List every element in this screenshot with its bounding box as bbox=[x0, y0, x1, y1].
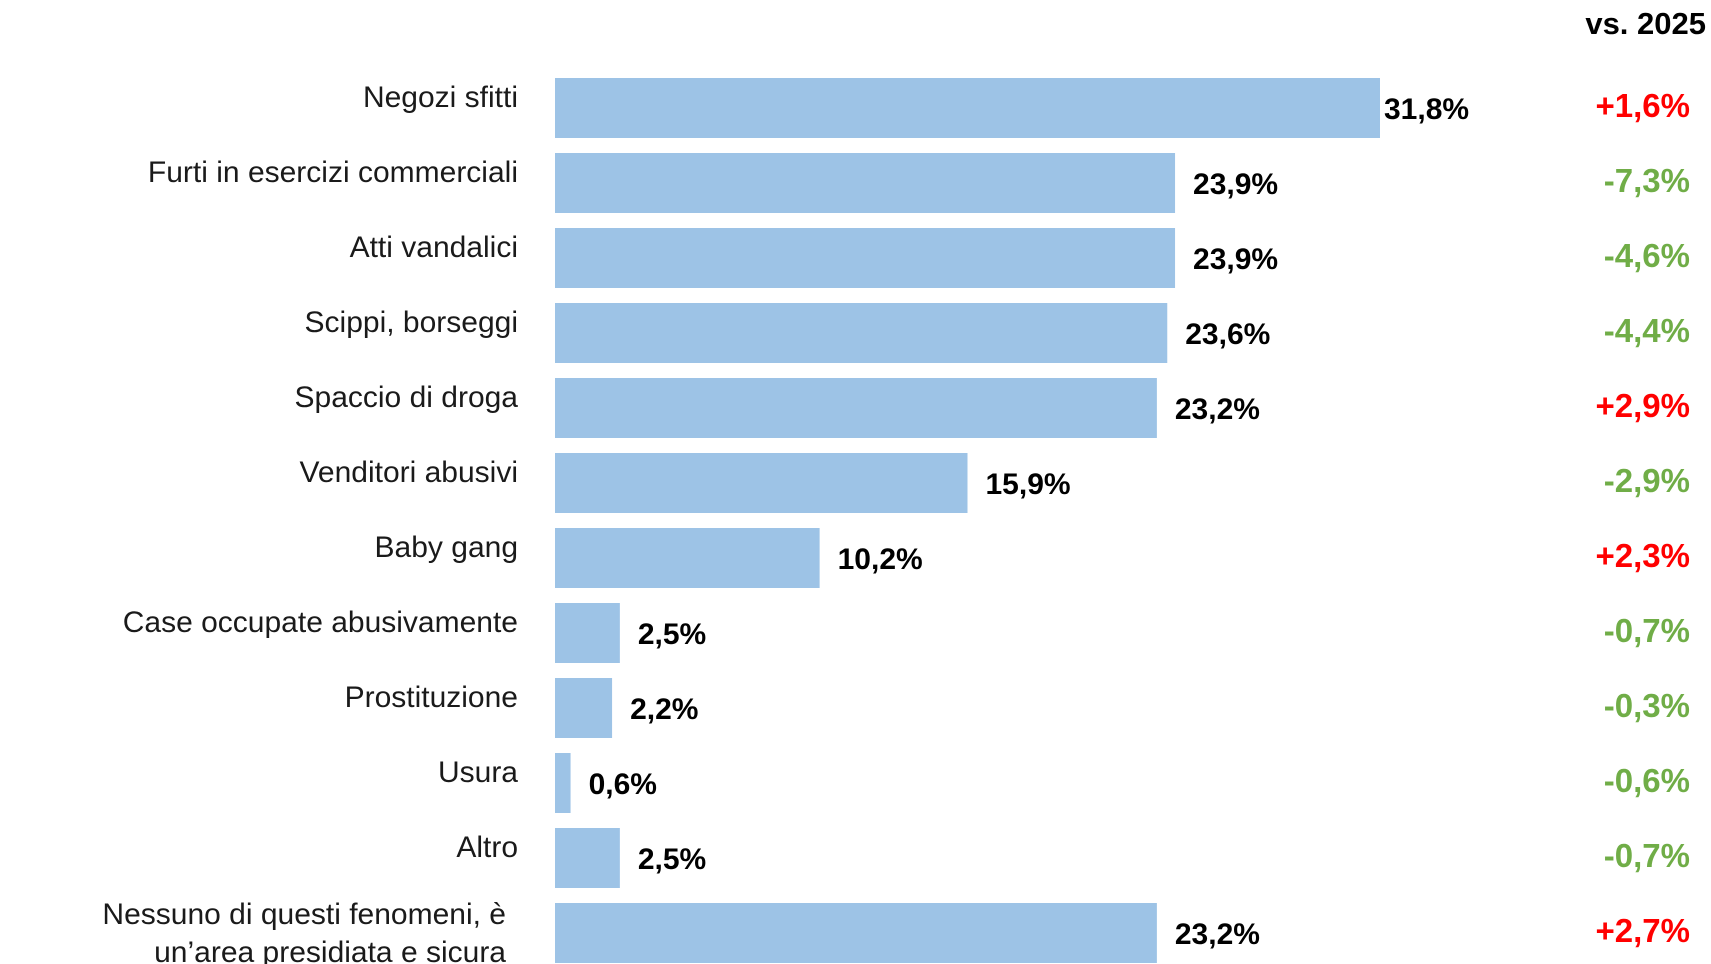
bar bbox=[555, 753, 571, 813]
value-label: 23,6% bbox=[1185, 318, 1270, 351]
change-label: -0,7% bbox=[1604, 612, 1690, 649]
value-label: 15,9% bbox=[986, 468, 1071, 501]
change-label: -0,6% bbox=[1604, 762, 1690, 799]
value-label: 23,9% bbox=[1193, 243, 1278, 276]
value-label: 2,5% bbox=[638, 618, 706, 651]
bar bbox=[555, 378, 1157, 438]
bar bbox=[555, 828, 620, 888]
category-label: Nessuno di questi fenomeni, è un’area pre… bbox=[102, 898, 506, 964]
change-column-header: vs. 2025 bbox=[1585, 6, 1706, 41]
change-label: -7,3% bbox=[1604, 162, 1690, 199]
bar bbox=[555, 303, 1168, 363]
change-label: -4,4% bbox=[1604, 312, 1690, 349]
category-label: Baby gang bbox=[375, 531, 518, 564]
category-label: Scippi, borseggi bbox=[305, 306, 518, 339]
change-label: -0,7% bbox=[1604, 837, 1690, 874]
value-label: 31,8% bbox=[1384, 93, 1469, 126]
value-label: 10,2% bbox=[838, 543, 923, 576]
category-label: Negozi sfitti bbox=[363, 81, 518, 114]
change-label: +2,7% bbox=[1596, 912, 1691, 949]
category-label: Venditori abusivi bbox=[300, 456, 518, 489]
category-label: Spaccio di droga bbox=[295, 381, 519, 414]
change-label: +1,6% bbox=[1596, 87, 1691, 124]
change-label: -4,6% bbox=[1604, 237, 1690, 274]
value-label: 23,9% bbox=[1193, 168, 1278, 201]
bar bbox=[555, 453, 968, 513]
value-label: 23,2% bbox=[1175, 393, 1260, 426]
change-label: -0,3% bbox=[1604, 687, 1690, 724]
category-label: Prostituzione bbox=[345, 681, 518, 714]
category-label: Case occupate abusivamente bbox=[123, 606, 518, 639]
bar bbox=[555, 153, 1176, 213]
bar bbox=[555, 603, 620, 663]
bar bbox=[555, 678, 613, 738]
change-label: +2,3% bbox=[1596, 537, 1691, 574]
category-label: Usura bbox=[438, 756, 518, 789]
value-label: 2,2% bbox=[630, 693, 698, 726]
bar bbox=[555, 228, 1176, 288]
change-label: +2,9% bbox=[1596, 387, 1691, 424]
value-label: 0,6% bbox=[589, 768, 657, 801]
category-label: Furti in esercizi commerciali bbox=[148, 156, 518, 189]
value-label: 23,2% bbox=[1175, 918, 1260, 951]
category-label: Altro bbox=[456, 831, 518, 864]
value-label: 2,5% bbox=[638, 843, 706, 876]
bar bbox=[555, 903, 1157, 963]
category-label: Atti vandalici bbox=[350, 231, 518, 264]
change-label: -2,9% bbox=[1604, 462, 1690, 499]
bar-rows: Negozi sfitti 31,8% +1,6% Furti in esercizi… bbox=[102, 78, 1690, 964]
bar bbox=[555, 78, 1380, 138]
bar bbox=[555, 528, 820, 588]
